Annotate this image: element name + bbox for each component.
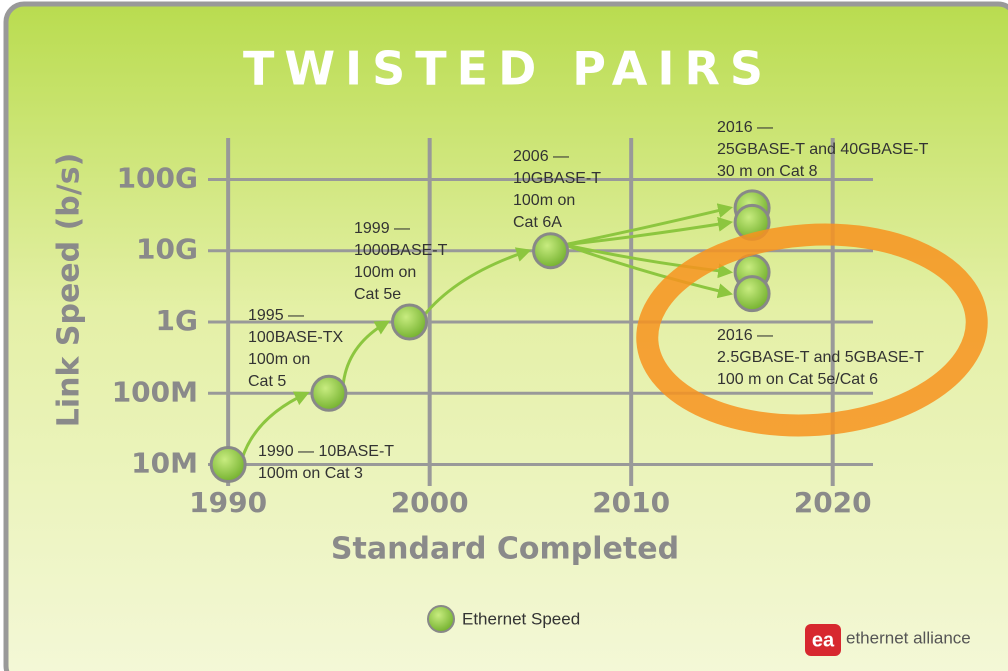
- x-axis-label: Standard Completed: [331, 532, 679, 567]
- data-point: [391, 303, 429, 341]
- arrow: [564, 243, 734, 299]
- y-tick-label: 10G: [136, 233, 198, 266]
- data-point: [733, 275, 771, 313]
- plot: 1990 2000 2010 2020 10M 100M 1G 10G 100G 1990 — 1…: [112, 119, 929, 519]
- legend-marker: [427, 605, 455, 633]
- annotation: 100BASE-TX: [248, 329, 343, 346]
- annotation: 100m on: [248, 351, 310, 368]
- data-point: [209, 446, 247, 484]
- annotation: 100m on Cat 3: [258, 465, 363, 482]
- annotation: Cat 5e: [354, 286, 401, 303]
- logo-badge: [805, 624, 841, 656]
- x-tick-label: 2010: [592, 486, 670, 519]
- annotation: 2006 —: [513, 148, 569, 165]
- annotation: 2016 —: [717, 327, 773, 344]
- y-tick-label: 1G: [156, 304, 198, 337]
- y-tick-label: 100G: [117, 161, 198, 194]
- arrow: [564, 216, 734, 247]
- y-tick-label: 10M: [131, 447, 198, 480]
- logo-text: ethernet alliance: [846, 628, 971, 647]
- data-point: [532, 232, 570, 270]
- x-tick-label: 1990: [189, 486, 267, 519]
- annotation: Cat 6A: [513, 214, 562, 231]
- legend-label: Ethernet Speed: [462, 609, 580, 628]
- annotation: 100m on: [354, 264, 416, 281]
- annotation: 25GBASE-T and 40GBASE-T: [717, 141, 929, 158]
- annotation: 30 m on Cat 8: [717, 163, 818, 180]
- annotation: 2.5GBASE-T and 5GBASE-T: [717, 349, 924, 366]
- annotation: 1990 — 10BASE-T: [258, 443, 394, 460]
- chart-title: TWISTED PAIRS: [243, 42, 773, 96]
- arrow: [422, 247, 532, 317]
- x-tick-label: 2000: [391, 486, 469, 519]
- annotation: 2016 —: [717, 119, 773, 136]
- x-tick-label: 2020: [794, 486, 872, 519]
- annotation: 100 m on Cat 5e/Cat 6: [717, 371, 878, 388]
- annotation: 1999 —: [354, 220, 410, 237]
- highlight-ring: [636, 223, 988, 437]
- card: [3, 1, 1008, 671]
- arrow: [564, 203, 734, 247]
- arrow: [341, 320, 391, 388]
- annotation: 1000BASE-T: [354, 242, 448, 259]
- annotation: 1995 —: [248, 307, 304, 324]
- y-tick-label: 100M: [112, 375, 198, 408]
- data-point: [310, 374, 348, 412]
- logo-badge-text: ea: [812, 629, 835, 651]
- y-axis-label: Link Speed (b/s): [52, 153, 87, 428]
- annotation: 100m on: [513, 192, 575, 209]
- arrow: [240, 391, 310, 460]
- annotation: 10GBASE-T: [513, 170, 601, 187]
- annotation: Cat 5: [248, 373, 286, 390]
